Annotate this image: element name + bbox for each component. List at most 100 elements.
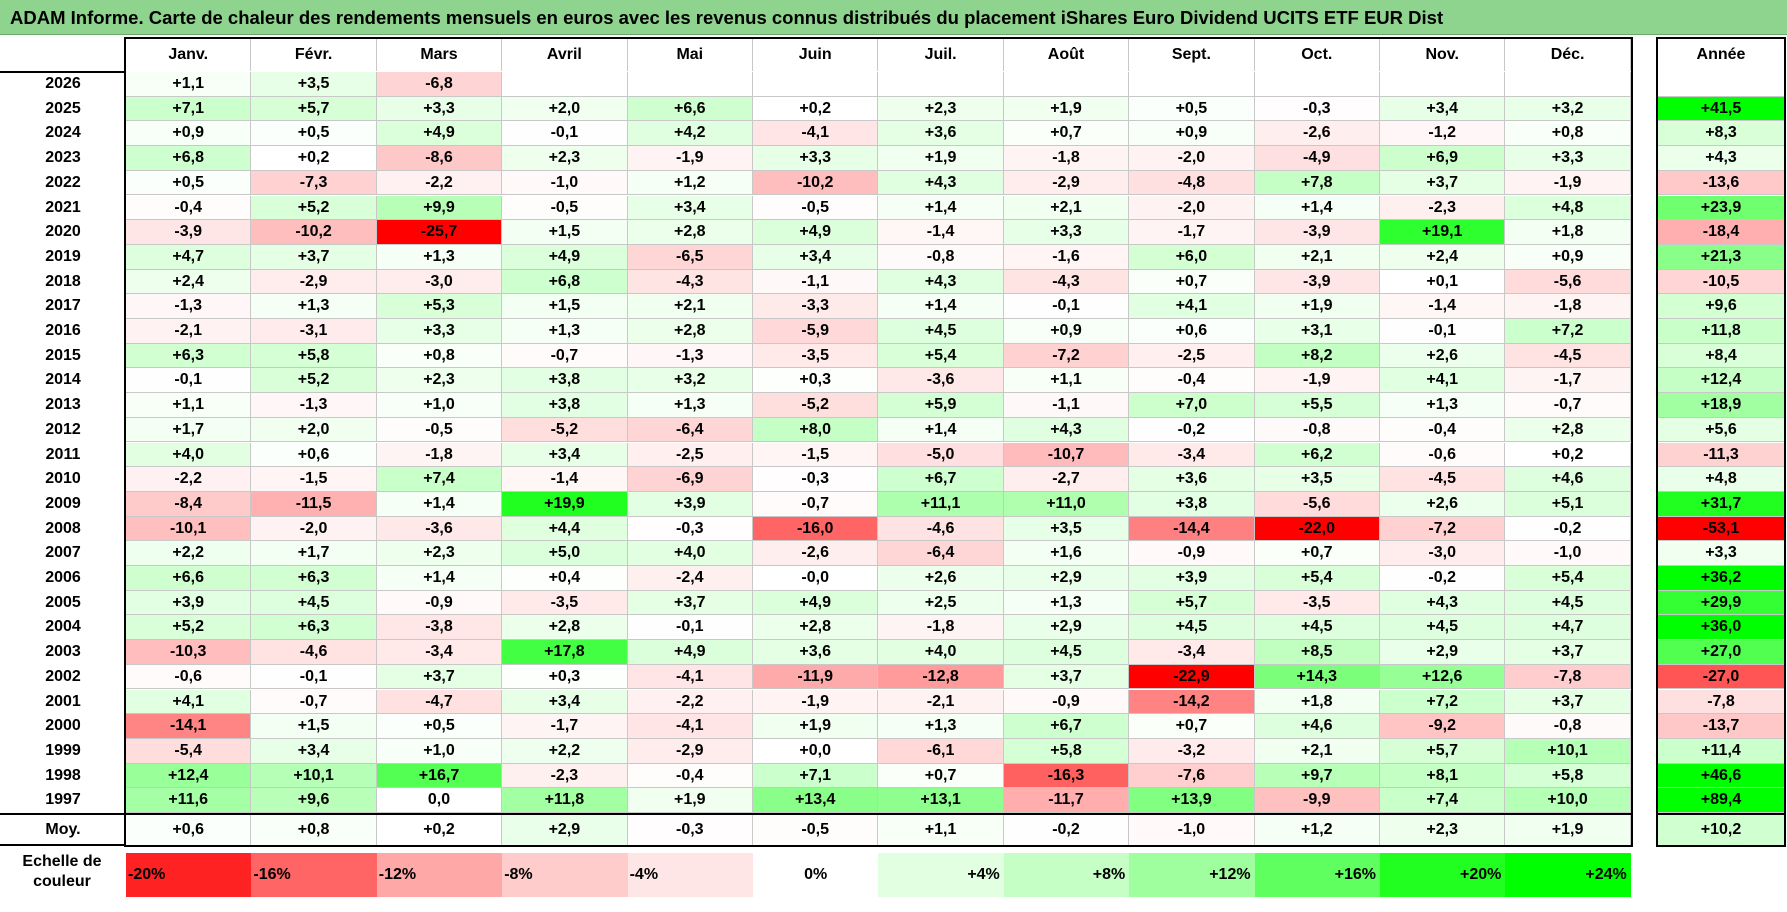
heatmap-cell: -1,9 bbox=[1505, 170, 1631, 196]
heatmap-cell: +3,3 bbox=[376, 319, 503, 344]
heatmap-cell: +5,2 bbox=[251, 195, 377, 221]
heatmap-cell: +19,1 bbox=[1380, 220, 1506, 245]
heatmap-cell: +1,7 bbox=[126, 417, 252, 443]
heatmap-cell: -0,4 bbox=[627, 763, 753, 789]
heatmap-cell: -5,4 bbox=[126, 738, 252, 764]
heatmap-cell: -1,3 bbox=[126, 294, 252, 319]
annual-average-separator bbox=[1658, 813, 1784, 815]
heatmap-cell: -0,1 bbox=[1380, 319, 1506, 344]
heatmap-cell: -0,1 bbox=[126, 368, 252, 394]
annual-cell bbox=[1658, 72, 1784, 97]
year-label: 2009 bbox=[45, 494, 81, 512]
heatmap-cell: +6,6 bbox=[126, 566, 252, 591]
heatmap-cell: +3,4 bbox=[502, 689, 628, 715]
heatmap-cell: +5,1 bbox=[1505, 491, 1631, 517]
heatmap-cell: +0,9 bbox=[1505, 244, 1631, 270]
heatmap-cell: +3,7 bbox=[1505, 689, 1631, 715]
heatmap-cell: +3,4 bbox=[502, 442, 628, 468]
heatmap-cell: -11,9 bbox=[753, 664, 879, 690]
heatmap-cell: -2,2 bbox=[126, 467, 252, 492]
heatmap-cell: +0,2 bbox=[753, 96, 879, 122]
heatmap-cell: -4,3 bbox=[627, 269, 753, 295]
year-label: 2005 bbox=[45, 593, 81, 611]
heatmap-cell: +2,8 bbox=[1505, 417, 1631, 443]
heatmap-cell: -1,4 bbox=[1380, 294, 1506, 319]
heatmap-cell: +17,8 bbox=[502, 640, 628, 665]
heatmap-cell: +1,1 bbox=[126, 393, 252, 418]
color-scale-cell: -12% bbox=[376, 853, 503, 897]
heatmap-cell: +7,2 bbox=[1380, 689, 1506, 715]
average-cell: +0,6 bbox=[126, 815, 252, 845]
color-scale-cell: -8% bbox=[502, 853, 628, 897]
heatmap-cell: +8,0 bbox=[753, 417, 879, 443]
average-cell: -1,0 bbox=[1129, 815, 1255, 845]
heatmap-cell: +1,3 bbox=[1380, 393, 1506, 418]
annual-cell: -27,0 bbox=[1658, 664, 1784, 690]
column-header: Sept. bbox=[1129, 39, 1255, 71]
heatmap-cell: -2,6 bbox=[1254, 121, 1380, 147]
column-header: Août bbox=[1004, 39, 1130, 71]
heatmap-cell: +1,1 bbox=[1003, 368, 1130, 394]
color-scale-cell: -16% bbox=[251, 853, 377, 897]
heatmap-cell: +3,2 bbox=[1505, 96, 1631, 122]
heatmap-cell: -11,7 bbox=[1003, 788, 1130, 813]
annual-cell: +23,9 bbox=[1658, 195, 1784, 221]
heatmap-cell: +1,8 bbox=[1505, 220, 1631, 245]
heatmap-cell: -4,8 bbox=[1129, 170, 1255, 196]
heatmap-cell: -1,7 bbox=[1505, 368, 1631, 394]
heatmap-cell: +3,3 bbox=[1505, 146, 1631, 171]
year-label: 1999 bbox=[45, 741, 81, 759]
heatmap-cell: -10,7 bbox=[1003, 442, 1130, 468]
year-label: 2018 bbox=[45, 272, 81, 290]
heatmap-cell: +1,1 bbox=[126, 72, 252, 97]
heatmap-cell: -0,4 bbox=[1129, 368, 1255, 394]
average-cell: +1,1 bbox=[878, 815, 1004, 845]
column-header: Oct. bbox=[1255, 39, 1380, 71]
year-label: 2025 bbox=[45, 99, 81, 117]
heatmap-cell: +2,3 bbox=[376, 541, 503, 566]
heatmap-cell: +2,2 bbox=[502, 738, 628, 764]
heatmap-cell: +3,3 bbox=[376, 96, 503, 122]
heatmap-cell: +4,9 bbox=[753, 220, 879, 245]
heatmap-cell: +3,3 bbox=[1003, 220, 1130, 245]
heatmap-cell: +1,5 bbox=[502, 220, 628, 245]
heatmap-cell: +2,8 bbox=[627, 319, 753, 344]
heatmap-cell: -0,4 bbox=[1380, 417, 1506, 443]
annual-cell: -13,6 bbox=[1658, 170, 1784, 196]
heatmap-cell: +7,1 bbox=[126, 96, 252, 122]
heatmap-cell: -3,8 bbox=[376, 615, 503, 641]
heatmap-cell: -4,7 bbox=[376, 689, 503, 715]
heatmap-cell: +3,3 bbox=[753, 146, 879, 171]
heatmap-cell: +7,4 bbox=[376, 467, 503, 492]
heatmap-cell: -3,2 bbox=[1129, 738, 1255, 764]
heatmap-cell: +3,4 bbox=[1380, 96, 1506, 122]
heatmap-cell: -4,9 bbox=[1254, 146, 1380, 171]
year-label: 2013 bbox=[45, 396, 81, 414]
year-label: 2010 bbox=[45, 470, 81, 488]
year-label: 2026 bbox=[45, 75, 81, 92]
title-bar: ADAM Informe. Carte de chaleur des rende… bbox=[0, 0, 1787, 35]
heatmap-cell: +4,5 bbox=[1129, 615, 1255, 641]
heatmap-cell bbox=[878, 72, 1004, 97]
year-label: 2021 bbox=[45, 198, 81, 216]
heatmap-cell: +12,4 bbox=[126, 763, 252, 789]
heatmap-cell: -4,1 bbox=[753, 121, 879, 147]
heatmap-cell: +4,5 bbox=[1254, 615, 1380, 641]
heatmap-cell: +12,6 bbox=[1380, 664, 1506, 690]
heatmap-cell: -0,4 bbox=[126, 195, 252, 221]
heatmap-cell: -2,0 bbox=[251, 516, 377, 542]
heatmap-cell: +14,3 bbox=[1254, 664, 1380, 690]
heatmap-cell: -3,9 bbox=[1254, 220, 1380, 245]
heatmap-cell: +4,7 bbox=[126, 244, 252, 270]
heatmap-cell: +2,0 bbox=[502, 96, 628, 122]
heatmap-cell: +4,6 bbox=[1505, 467, 1631, 492]
heatmap-cell: -1,2 bbox=[1380, 121, 1506, 147]
year-label: 2020 bbox=[45, 223, 81, 241]
heatmap-cell: +6,3 bbox=[251, 566, 377, 591]
heatmap-cell: +4,3 bbox=[878, 269, 1004, 295]
average-cell: +1,9 bbox=[1505, 815, 1631, 845]
heatmap-cell: +6,3 bbox=[251, 615, 377, 641]
heatmap-cell: +2,9 bbox=[1003, 566, 1130, 591]
heatmap-cell: +5,2 bbox=[126, 615, 252, 641]
heatmap-cell: -7,2 bbox=[1380, 516, 1506, 542]
